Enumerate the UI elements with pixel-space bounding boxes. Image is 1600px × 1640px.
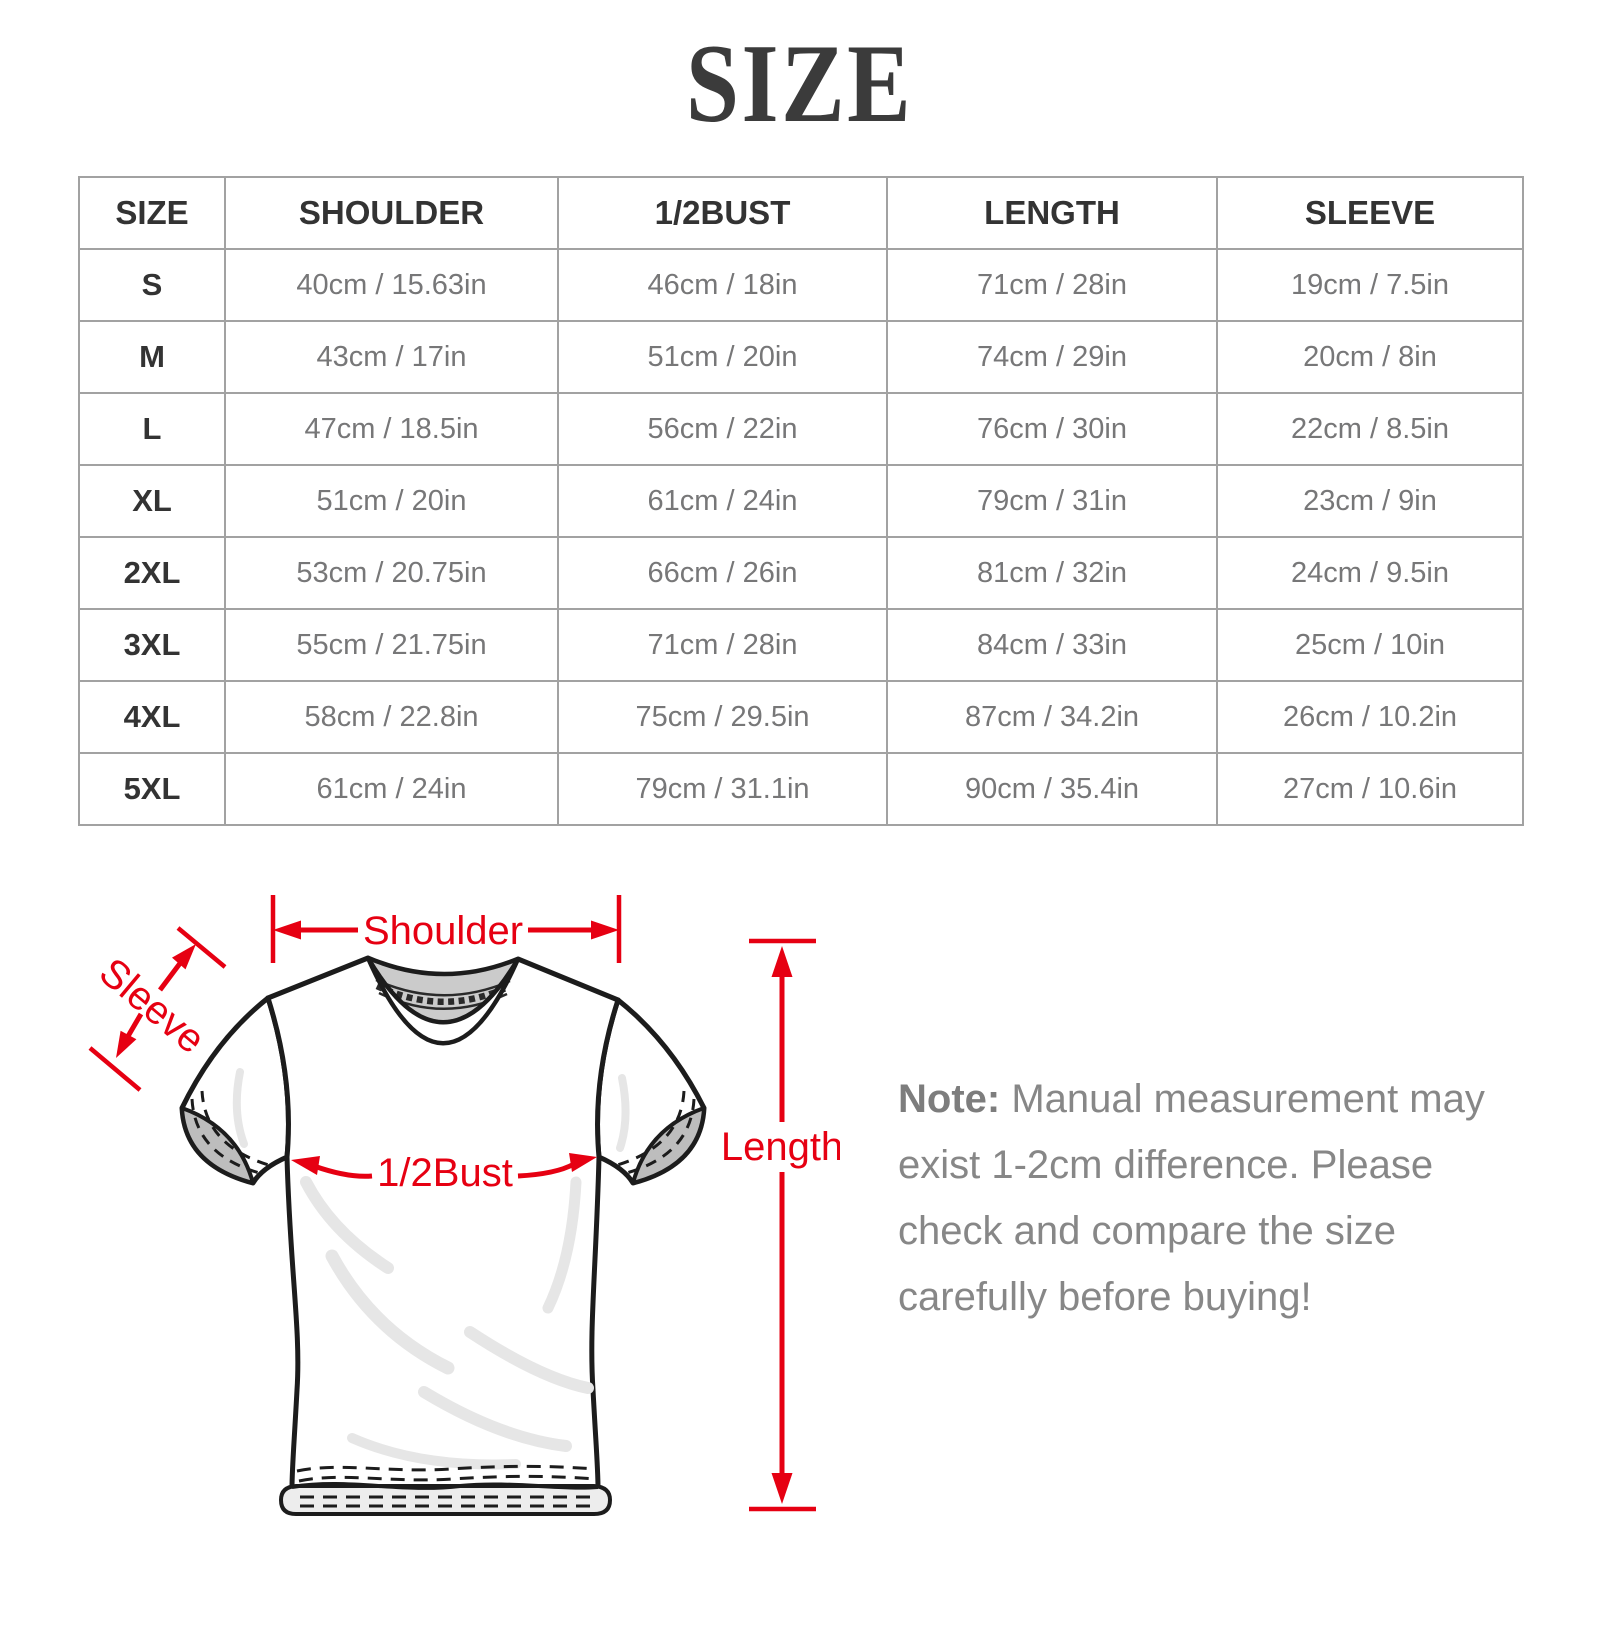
sleeve-value: 23cm / 9in — [1216, 464, 1524, 538]
bust-value: 51cm / 20in — [557, 320, 888, 394]
page-title: SIZE — [686, 22, 914, 146]
col-header-bust: 1/2BUST — [557, 176, 888, 250]
shoulder-value: 47cm / 18.5in — [224, 392, 559, 466]
table-row: XL 51cm / 20in 61cm / 24in 79cm / 31in 2… — [78, 464, 1524, 538]
note-text: Note: Manual measurement may exist 1-2cm… — [898, 1077, 1485, 1319]
table-row: M 43cm / 17in 51cm / 20in 74cm / 29in 20… — [78, 320, 1524, 394]
col-header-length: LENGTH — [886, 176, 1218, 250]
bust-value: 61cm / 24in — [557, 464, 888, 538]
shoulder-value: 55cm / 21.75in — [224, 608, 559, 682]
arrowhead-down-left — [116, 1030, 137, 1058]
table-row: L 47cm / 18.5in 56cm / 22in 76cm / 30in … — [78, 392, 1524, 466]
sleeve-value: 24cm / 9.5in — [1216, 536, 1524, 610]
size-label: XL — [78, 464, 226, 538]
length-value: 84cm / 33in — [886, 608, 1218, 682]
arrowhead-left — [291, 1156, 320, 1175]
table-row: 2XL 53cm / 20.75in 66cm / 26in 81cm / 32… — [78, 536, 1524, 610]
arrowhead-down — [771, 1473, 793, 1504]
size-label: 2XL — [78, 536, 226, 610]
hem — [279, 1464, 612, 1516]
shoulder-value: 53cm / 20.75in — [224, 536, 559, 610]
bust-value: 46cm / 18in — [557, 248, 888, 322]
sleeve-value: 26cm / 10.2in — [1216, 680, 1524, 754]
length-value: 79cm / 31in — [886, 464, 1218, 538]
arrowhead-right — [569, 1153, 597, 1172]
length-label: Length — [721, 1125, 840, 1169]
tshirt-body — [265, 955, 621, 1491]
size-chart-page: { "title": "SIZE", "table": { "headers":… — [78, 22, 1524, 1516]
table-row: S 40cm / 15.63in 46cm / 18in 71cm / 28in… — [78, 248, 1524, 322]
length-value: 90cm / 35.4in — [886, 752, 1218, 826]
bust-value: 75cm / 29.5in — [557, 680, 888, 754]
length-value: 87cm / 34.2in — [886, 680, 1218, 754]
shoulder-annotation — [270, 895, 622, 963]
shoulder-value: 51cm / 20in — [224, 464, 559, 538]
col-header-size: SIZE — [78, 176, 226, 250]
bust-value: 66cm / 26in — [557, 536, 888, 610]
arrowhead-right — [591, 920, 619, 940]
size-table: SIZE SHOULDER 1/2BUST LENGTH SLEEVE S 40… — [78, 176, 1524, 826]
arrowhead-up — [771, 946, 793, 977]
fabric-folds — [232, 1068, 630, 1470]
collar-rib-band — [365, 955, 521, 1046]
length-value: 74cm / 29in — [886, 320, 1218, 394]
note-prefix: Note: — [898, 1077, 1001, 1121]
collar — [365, 955, 521, 1046]
arrowhead-up-right — [172, 944, 196, 970]
table-row: 4XL 58cm / 22.8in 75cm / 29.5in 87cm / 3… — [78, 680, 1524, 754]
sleeve-value: 27cm / 10.6in — [1216, 752, 1524, 826]
size-label: 5XL — [78, 752, 226, 826]
length-value: 76cm / 30in — [886, 392, 1218, 466]
size-label: S — [78, 248, 226, 322]
table-row: 3XL 55cm / 21.75in 71cm / 28in 84cm / 33… — [78, 608, 1524, 682]
tshirt-measurement-diagram: Shoulder Sleeve 1/2Bust Length — [88, 895, 840, 1516]
arrowhead-left — [273, 920, 301, 940]
sleeve-value: 19cm / 7.5in — [1216, 248, 1524, 322]
bust-value: 71cm / 28in — [557, 608, 888, 682]
bust-label: 1/2Bust — [377, 1151, 513, 1195]
size-label: 3XL — [78, 608, 226, 682]
col-header-sleeve: SLEEVE — [1216, 176, 1524, 250]
bust-value: 79cm / 31.1in — [557, 752, 888, 826]
size-label: 4XL — [78, 680, 226, 754]
measurement-annotations — [88, 895, 816, 1512]
size-label: M — [78, 320, 226, 394]
shoulder-label: Shoulder — [363, 909, 523, 953]
sleeve-value: 22cm / 8.5in — [1216, 392, 1524, 466]
shoulder-value: 58cm / 22.8in — [224, 680, 559, 754]
table-row: 5XL 61cm / 24in 79cm / 31.1in 90cm / 35.… — [78, 752, 1524, 826]
sleeve-annotation — [88, 926, 227, 1092]
sleeve-value: 20cm / 8in — [1216, 320, 1524, 394]
shoulder-value: 43cm / 17in — [224, 320, 559, 394]
table-header-row: SIZE SHOULDER 1/2BUST LENGTH SLEEVE — [78, 176, 1524, 250]
length-value: 71cm / 28in — [886, 248, 1218, 322]
bust-annotation — [291, 1153, 597, 1179]
hem-fold — [279, 1484, 612, 1516]
col-header-shoulder: SHOULDER — [224, 176, 559, 250]
length-value: 81cm / 32in — [886, 536, 1218, 610]
shoulder-value: 61cm / 24in — [224, 752, 559, 826]
bust-value: 56cm / 22in — [557, 392, 888, 466]
sleeve-value: 25cm / 10in — [1216, 608, 1524, 682]
sleeve-label: Sleeve — [91, 950, 213, 1062]
shoulder-value: 40cm / 15.63in — [224, 248, 559, 322]
length-annotation — [749, 938, 816, 1512]
size-label: L — [78, 392, 226, 466]
